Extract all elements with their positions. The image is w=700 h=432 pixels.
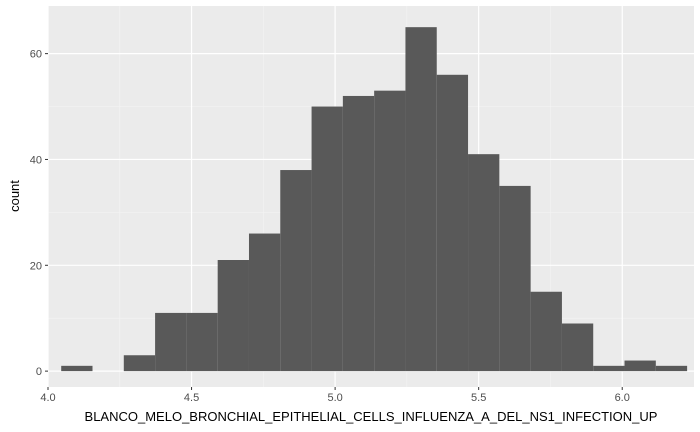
- histogram-bar: [530, 291, 562, 372]
- histogram-bar: [61, 365, 93, 372]
- x-tick-label: 6.0: [615, 392, 630, 404]
- histogram-bar: [186, 312, 218, 372]
- x-tick-label: 5.5: [471, 392, 486, 404]
- histogram-bar: [280, 170, 312, 372]
- y-tick-label: 20: [30, 260, 42, 272]
- histogram-bar: [217, 260, 249, 372]
- histogram-bar: [593, 365, 625, 372]
- histogram-bar: [374, 90, 406, 372]
- histogram-bars: [61, 27, 688, 372]
- x-axis-title: BLANCO_MELO_BRONCHIAL_EPITHELIAL_CELLS_I…: [85, 409, 658, 424]
- histogram-bar: [155, 312, 187, 372]
- y-tick-label: 0: [36, 366, 42, 378]
- histogram-bar: [655, 365, 688, 372]
- histogram-bar: [499, 185, 531, 372]
- histogram-bar: [248, 233, 281, 372]
- x-tick-label: 4.0: [40, 392, 55, 404]
- x-tick-label: 4.5: [184, 392, 199, 404]
- histogram-bar: [561, 323, 594, 372]
- y-tick-label: 60: [30, 49, 42, 61]
- histogram-bar: [311, 106, 343, 372]
- y-tick-label: 40: [30, 154, 42, 166]
- histogram-bar: [123, 355, 156, 372]
- y-axis-title: count: [7, 180, 22, 212]
- histogram-bar: [624, 360, 656, 372]
- x-tick-label: 5.0: [327, 392, 342, 404]
- x-axis-ticks: 4.0 4.5 5.0 5.5 6.0: [40, 387, 630, 404]
- histogram-bar: [468, 154, 500, 372]
- histogram-bar: [436, 74, 469, 372]
- y-axis-ticks: 0 20 40 60: [30, 49, 48, 378]
- histogram-bar: [405, 27, 437, 372]
- histogram-bar: [342, 95, 375, 372]
